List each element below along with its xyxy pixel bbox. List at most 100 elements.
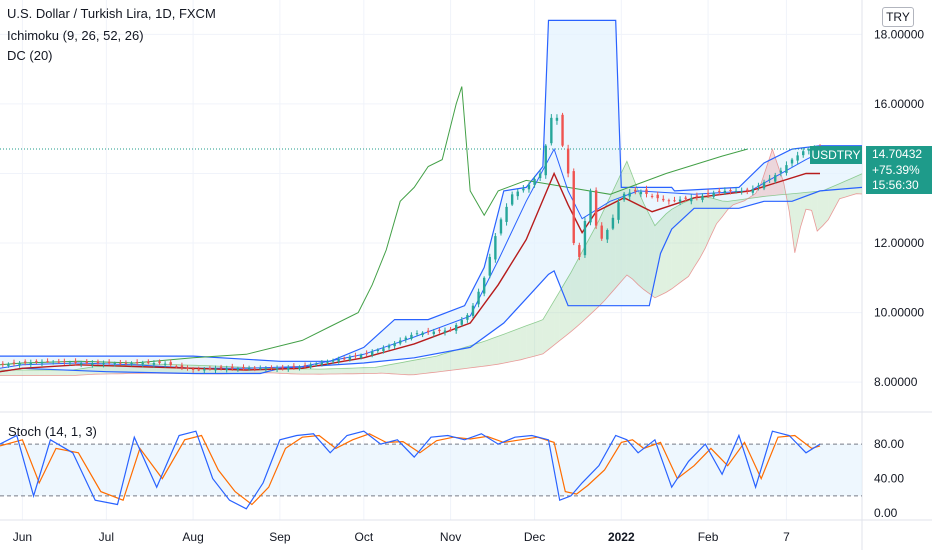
candle-body [544,145,547,176]
candle-body [566,148,570,174]
bar-countdown: 15:56:30 [872,178,919,192]
ichimoku-cloud-segment [542,310,549,354]
candle-body [774,175,777,182]
stoch-y-tick-label: 0.00 [874,506,898,520]
stoch-legend[interactable]: Stoch (14, 1, 3) [8,424,97,439]
chikou-line [0,86,748,366]
candle-body [656,194,659,199]
chart-title[interactable]: U.S. Dollar / Turkish Lira, 1D, FXCM [7,6,216,21]
candle-body [191,368,195,370]
candle-body [684,197,687,199]
ichimoku-cloud-segment [677,203,683,285]
y-tick-label: 8.00000 [874,375,918,389]
candle-body [768,178,771,180]
ichimoku-cloud-segment [28,370,34,376]
ichimoku-cloud-segment [464,345,471,369]
ichimoku-cloud-segment [598,208,605,307]
candle-body [645,189,648,194]
ichimoku-cloud-segment [806,191,812,211]
candle-body [522,188,525,191]
stoch-band-fill [0,444,862,496]
ichimoku-cloud-segment [610,185,616,295]
ichimoku-legend[interactable]: Ichimoku (9, 26, 52, 26) [7,28,144,43]
candle-body [454,325,458,331]
candle-body [303,365,307,367]
symbol-price-label: USDTRY [810,146,862,164]
y-tick-label: 10.00000 [874,306,924,320]
ichimoku-cloud-segment [643,203,650,294]
candle-body [505,206,508,222]
last-price-value: 14.70432 [872,147,923,161]
candle-body [561,114,564,146]
candle-body [141,363,144,365]
x-tick-label: 2022 [608,530,635,544]
ichimoku-cloud-segment [313,369,320,375]
ichimoku-cloud-segment [436,354,443,373]
ichimoku-cloud-segment [800,192,806,228]
candle-body [662,198,665,201]
candle-body [96,361,100,364]
ichimoku-cloud-segment [845,178,851,198]
candle-body [712,192,715,197]
ichimoku-cloud-segment [358,367,364,374]
ichimoku-cloud-segment [56,370,62,376]
candle-body [807,149,811,151]
ichimoku-cloud-segment [492,336,499,365]
x-tick-label: 7 [783,530,790,544]
candle-body [135,362,139,364]
ichimoku-cloud-segment [352,367,359,374]
ichimoku-cloud-segment [554,291,560,346]
price-change: +75.39% [872,162,920,177]
ichimoku-cloud-segment [89,366,96,375]
candle-body [124,362,128,364]
ichimoku-cloud-segment [156,364,163,374]
ichimoku-cloud-segment [682,200,689,281]
candle-body [387,346,391,348]
ichimoku-cloud-segment [755,183,762,198]
candle-body [723,190,727,194]
ichimoku-cloud-segment [380,365,387,374]
candle-body [583,221,587,256]
candle-body [79,363,83,365]
x-tick-label: Dec [524,530,545,544]
candle-body [762,182,766,189]
candle-body [331,360,335,362]
ichimoku-cloud-segment [106,365,112,374]
candle-body [119,362,122,364]
x-tick-label: Nov [440,530,461,544]
donchian-fill [0,20,862,374]
candle-body [57,361,60,363]
ichimoku-cloud-segment [330,368,336,374]
ichimoku-cloud-segment [431,356,437,373]
candle-body [225,368,228,371]
x-tick-label: Feb [698,530,719,544]
ichimoku-cloud-segment [341,368,347,374]
ichimoku-cloud-segment [654,219,661,298]
candle-body [12,362,16,364]
x-tick-label: Aug [182,530,203,544]
candle-body [746,189,749,191]
candle-body [158,361,161,364]
ichimoku-cloud-segment [515,327,521,361]
candle-body [751,189,755,193]
ichimoku-cloud-segment [582,241,588,322]
candle-body [729,190,732,192]
candle-body [281,366,284,369]
ichimoku-cloud-segment [509,330,515,362]
candle-body [287,367,290,370]
ichimoku-cloud-segment [498,334,504,365]
candle-body [371,351,374,356]
donchian-legend[interactable]: DC (20) [7,48,53,63]
candle-body [757,185,760,187]
stoch-k-line [0,430,821,510]
candle-body [393,343,396,347]
candle-body [107,361,111,364]
candle-body [438,329,441,332]
ichimoku-cloud-segment [766,149,773,197]
ichimoku-cloud-segment [638,190,644,290]
ichimoku-cloud-segment [397,362,403,375]
candle-body [734,190,738,192]
currency-button[interactable]: TRY [882,7,914,27]
